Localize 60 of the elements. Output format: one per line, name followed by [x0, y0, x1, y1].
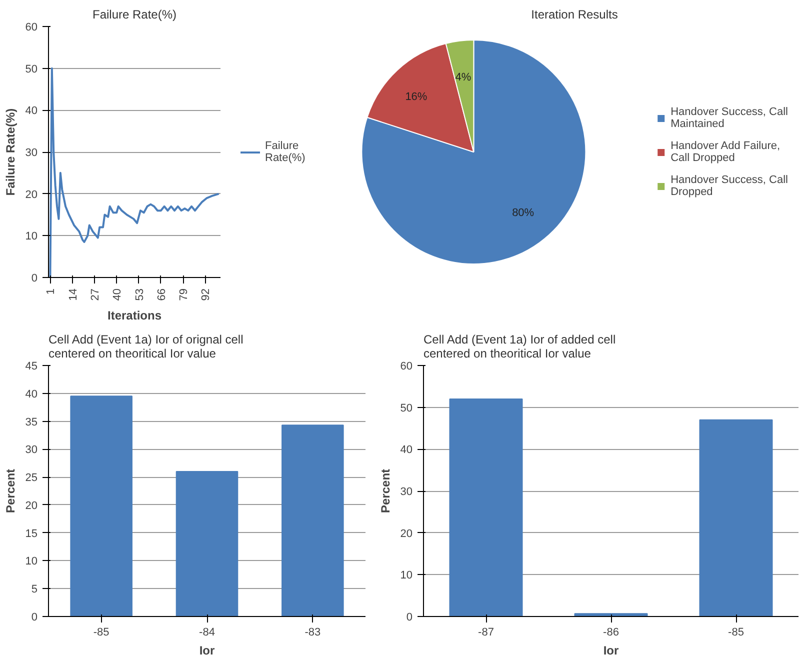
y-tick-label: 10 [25, 230, 38, 243]
y-tick-label: 30 [25, 444, 38, 456]
y-tick-label: 50 [25, 63, 38, 76]
y-tick-label: 0 [31, 272, 38, 284]
chart-title: Iteration Results [531, 8, 618, 22]
x-tick-label: -86 [603, 626, 619, 638]
x-tick-label: -83 [304, 626, 321, 638]
x-tick-label: 53 [134, 288, 146, 301]
data-label: 80% [512, 206, 534, 219]
y-tick-label: 20 [400, 528, 413, 540]
y-tick-label: 15 [25, 528, 38, 540]
y-tick-label: 25 [25, 472, 38, 484]
x-tick-label: -87 [478, 626, 494, 638]
data-label: 4% [455, 71, 472, 84]
y-tick-label: 40 [400, 444, 413, 456]
bar [282, 424, 344, 616]
bar [449, 398, 523, 616]
x-tick-label: 40 [112, 288, 124, 301]
y-tick-label: 50 [400, 402, 413, 414]
y-tick-label: 20 [25, 188, 38, 201]
y-tick-label: 10 [25, 556, 38, 568]
y-tick-label: 0 [406, 612, 413, 624]
y-tick-label: 60 [25, 22, 38, 34]
x-tick-label: 66 [156, 288, 168, 301]
x-tick-label: 92 [200, 288, 212, 301]
legend-label: Handover Success, Call Dropped [670, 174, 788, 198]
y-tick-label: 30 [25, 147, 38, 159]
y-tick-label: 35 [25, 416, 38, 428]
legend-label: Failure Rate(%) [265, 140, 306, 164]
chart-title: Cell Add (Event 1a) Ior of added cell centered on theoritical Ior value [424, 332, 616, 360]
y-axis-title: Percent [3, 468, 18, 514]
y-axis-title: Percent [378, 468, 392, 514]
y-tick-label: 30 [400, 486, 413, 498]
x-tick-label: 79 [178, 288, 190, 301]
chart-title: Failure Rate(%) [92, 8, 177, 22]
x-axis-title: Iterations [107, 308, 162, 323]
y-tick-label: 20 [25, 500, 38, 512]
y-tick-label: 5 [31, 584, 38, 596]
y-tick-label: 10 [400, 570, 413, 582]
x-tick-label: 27 [89, 288, 102, 301]
chart-title: Cell Add (Event 1a) Ior of orignal cell centered on theoritical Ior value [48, 332, 244, 360]
y-tick-label: 40 [25, 105, 38, 118]
y-axis-title: Failure Rate(%) [3, 108, 18, 196]
y-tick-label: 60 [400, 360, 413, 372]
bar [699, 419, 773, 616]
bar [176, 470, 238, 616]
data-label: 16% [405, 91, 428, 104]
legend-label: Handover Success, Call Maintained [670, 106, 788, 130]
x-tick-label: -85 [93, 626, 110, 638]
x-tick-label: 14 [67, 288, 80, 301]
y-tick-label: 45 [25, 360, 38, 372]
y-tick-label: 40 [25, 388, 38, 400]
legend-label: Handover Add Failure, Call Dropped [670, 140, 780, 164]
x-axis-title: Ior [603, 644, 619, 658]
x-axis-title: Ior [199, 644, 215, 658]
x-tick-label: -84 [199, 626, 215, 638]
x-tick-label: 1 [45, 288, 58, 295]
x-tick-label: -85 [728, 626, 744, 638]
y-tick-label: 0 [31, 612, 38, 624]
bar [70, 396, 132, 616]
